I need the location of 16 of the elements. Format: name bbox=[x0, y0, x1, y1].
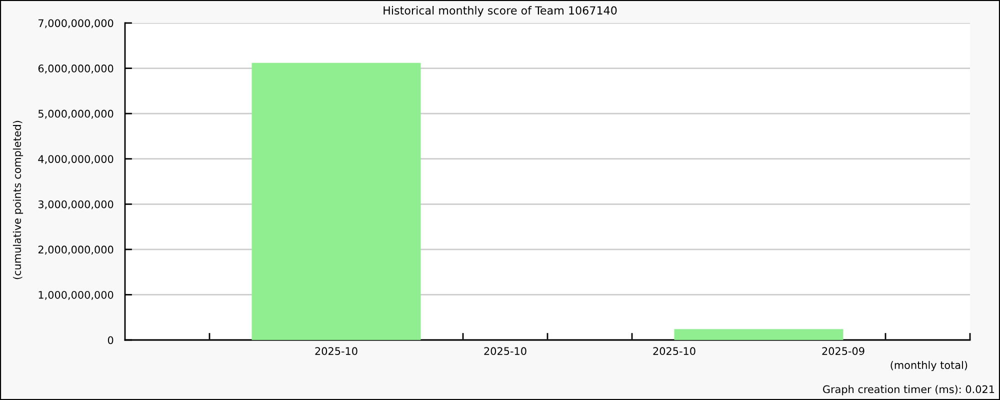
y-tick-label: 6,000,000,000 bbox=[38, 64, 114, 74]
text: Graph creation timer (ms): 0.021 bbox=[823, 385, 994, 396]
x-axis-title: (monthly total) bbox=[890, 360, 968, 372]
y-tick-label: 0 bbox=[108, 336, 114, 344]
y-tick-label: 1,000,000,000 bbox=[38, 290, 114, 300]
y-tick-label: 7,000,000,000 bbox=[38, 19, 114, 28]
chart-title: Historical monthly score of Team 1067140 bbox=[384, 6, 617, 17]
x-tick-label: 2025-09 bbox=[822, 347, 864, 356]
y-tick-label: 3,000,000,000 bbox=[38, 200, 114, 210]
y-tick-label: 5,000,000,000 bbox=[38, 110, 114, 119]
x-tick-label: 2025-10 bbox=[484, 347, 526, 356]
y-tick-label: 2,000,000,000 bbox=[38, 246, 114, 255]
y-axis-title: (cumulative points completed) bbox=[12, 120, 24, 280]
x-tick-label: 2025-10 bbox=[653, 347, 696, 356]
x-tick-label: 2025-10 bbox=[315, 347, 358, 356]
y-tick-label: 4,000,000,000 bbox=[38, 155, 114, 164]
